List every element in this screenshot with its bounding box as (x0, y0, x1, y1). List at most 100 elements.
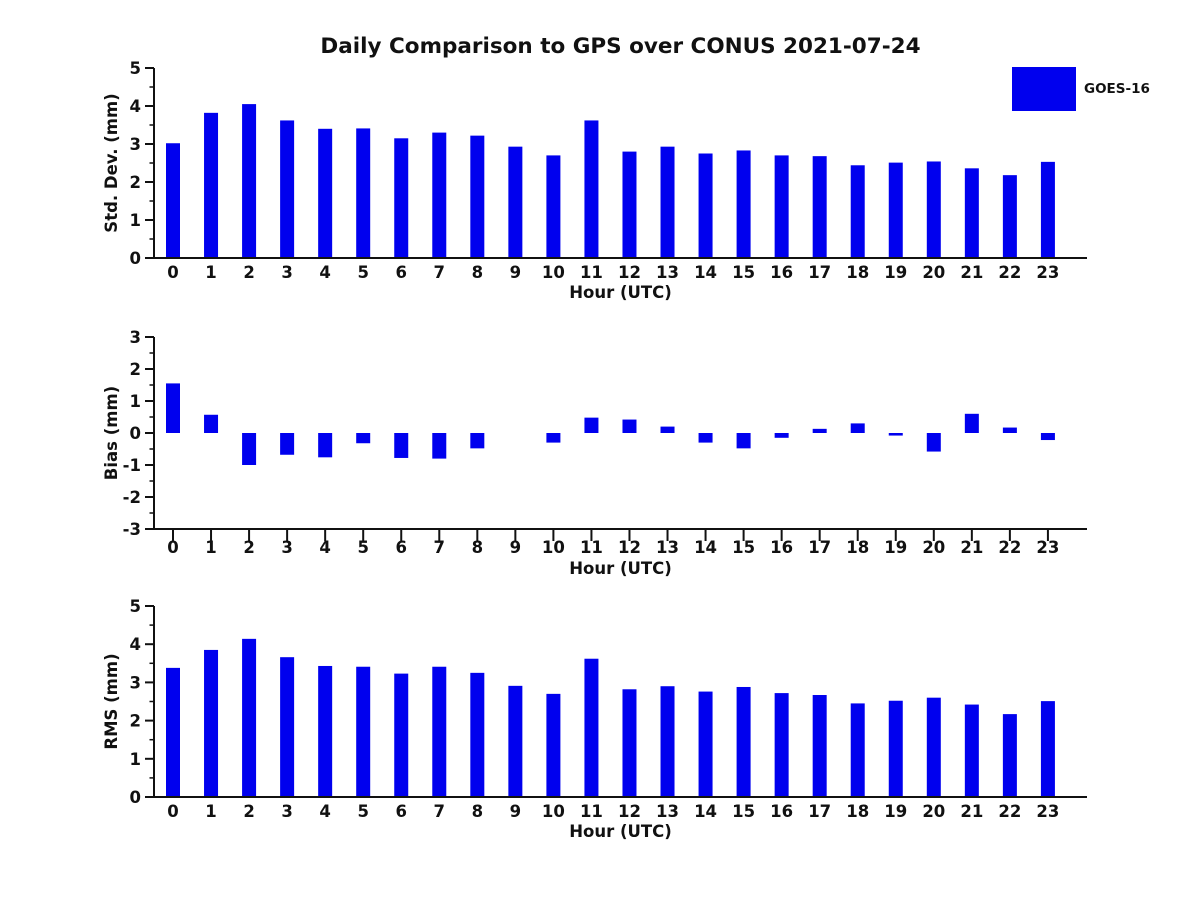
stddev-bar-21 (964, 168, 979, 258)
x-tick-label: 20 (922, 263, 945, 282)
rms-bar-1 (204, 649, 219, 797)
bias-bar-8 (470, 433, 485, 449)
bias-bar-1 (204, 414, 219, 433)
x-tick-label: 2 (243, 538, 254, 557)
y-tick-label: 0 (130, 249, 141, 268)
stddev-bar-7 (432, 132, 447, 258)
x-tick-label: 7 (434, 538, 445, 557)
y-tick-label: 1 (130, 392, 141, 411)
stddev-bar-8 (470, 135, 485, 258)
rms-bar-8 (470, 672, 485, 797)
x-tick-label: 4 (319, 263, 330, 282)
x-tick-label: 3 (281, 263, 292, 282)
x-tick-label: 0 (167, 802, 178, 821)
x-tick-label: 10 (542, 263, 565, 282)
x-tick-label: 0 (167, 538, 178, 557)
bias-bar-5 (356, 433, 371, 444)
rms-bar-14 (698, 691, 713, 797)
bias-bar-22 (1002, 427, 1017, 433)
x-tick-label: 6 (395, 802, 406, 821)
x-axis-title: Hour (UTC) (569, 559, 672, 578)
x-tick-label: 16 (770, 263, 793, 282)
x-tick-label: 23 (1036, 802, 1059, 821)
bias-bar-12 (622, 419, 637, 433)
x-tick-label: 0 (167, 263, 178, 282)
rms-bar-20 (926, 697, 941, 797)
rms-bars (166, 638, 1055, 797)
x-tick-label: 3 (281, 538, 292, 557)
y-tick-label: 4 (130, 635, 141, 654)
x-tick-label: 8 (472, 263, 483, 282)
x-tick-label: 15 (732, 538, 755, 557)
x-tick-label: 8 (472, 538, 483, 557)
x-tick-label: 13 (656, 802, 679, 821)
bias-bar-13 (660, 426, 675, 433)
bias-bar-20 (926, 433, 941, 452)
x-tick-label: 13 (656, 538, 679, 557)
rms-bar-23 (1040, 701, 1055, 797)
bias-bar-18 (850, 423, 865, 433)
legend-label: GOES-16 (1084, 81, 1150, 97)
figure-title: Daily Comparison to GPS over CONUS 2021-… (320, 34, 921, 59)
x-tick-label: 21 (960, 263, 983, 282)
rms-bar-12 (622, 689, 637, 797)
stddev-bar-0 (166, 143, 180, 258)
stddev-bar-15 (736, 150, 751, 258)
x-tick-label: 12 (618, 802, 641, 821)
rms-bar-17 (812, 695, 827, 797)
x-tick-label: 1 (205, 263, 216, 282)
rms-bar-9 (508, 685, 523, 797)
y-tick-label: 2 (130, 173, 141, 192)
y-tick-label: 3 (130, 673, 141, 692)
x-tick-label: 21 (960, 802, 983, 821)
x-tick-label: 18 (846, 538, 869, 557)
rms-bar-16 (774, 693, 789, 797)
legend: GOES-16 (1012, 67, 1150, 111)
x-tick-label: 10 (542, 538, 565, 557)
x-tick-label: 11 (580, 263, 603, 282)
stddev-bar-13 (660, 146, 675, 258)
x-tick-label: 23 (1036, 538, 1059, 557)
stddev-bar-9 (508, 146, 523, 258)
x-tick-label: 22 (998, 802, 1021, 821)
bias-bar-23 (1040, 433, 1055, 441)
stddev-bar-1 (204, 112, 219, 258)
x-tick-label: 14 (694, 263, 717, 282)
x-tick-label: 9 (510, 802, 521, 821)
stddev-bar-6 (394, 138, 409, 258)
rms-bar-18 (850, 703, 865, 797)
x-tick-label: 5 (357, 538, 368, 557)
stddev-bars (166, 104, 1055, 258)
x-tick-label: 7 (434, 802, 445, 821)
stddev-bar-16 (774, 155, 789, 258)
stddev-bar-14 (698, 153, 713, 258)
y-tick-label: 4 (130, 97, 141, 116)
y-tick-label: 2 (130, 360, 141, 379)
x-tick-label: 17 (808, 263, 831, 282)
y-tick-label: 3 (130, 135, 141, 154)
x-tick-label: 5 (357, 802, 368, 821)
x-tick-label: 1 (205, 538, 216, 557)
bias-bar-16 (774, 433, 789, 438)
x-tick-label: 9 (510, 263, 521, 282)
x-tick-label: 20 (922, 802, 945, 821)
x-tick-label: 3 (281, 802, 292, 821)
stddev-bar-18 (850, 165, 865, 258)
x-tick-label: 19 (884, 802, 907, 821)
y-axis-title: Std. Dev. (mm) (102, 93, 121, 232)
bias-bar-7 (432, 433, 447, 459)
rms-bar-7 (432, 666, 447, 797)
bias-bars (166, 383, 1055, 465)
x-tick-label: 5 (357, 263, 368, 282)
y-tick-label: 0 (130, 424, 141, 443)
x-tick-label: 22 (998, 538, 1021, 557)
stddev-bar-10 (546, 155, 561, 258)
x-tick-label: 23 (1036, 263, 1059, 282)
legend-swatch-goes16 (1012, 67, 1076, 111)
x-tick-label: 2 (243, 802, 254, 821)
stddev-bar-12 (622, 151, 637, 258)
stddev-bar-2 (242, 104, 257, 258)
bias-bar-21 (964, 413, 979, 433)
